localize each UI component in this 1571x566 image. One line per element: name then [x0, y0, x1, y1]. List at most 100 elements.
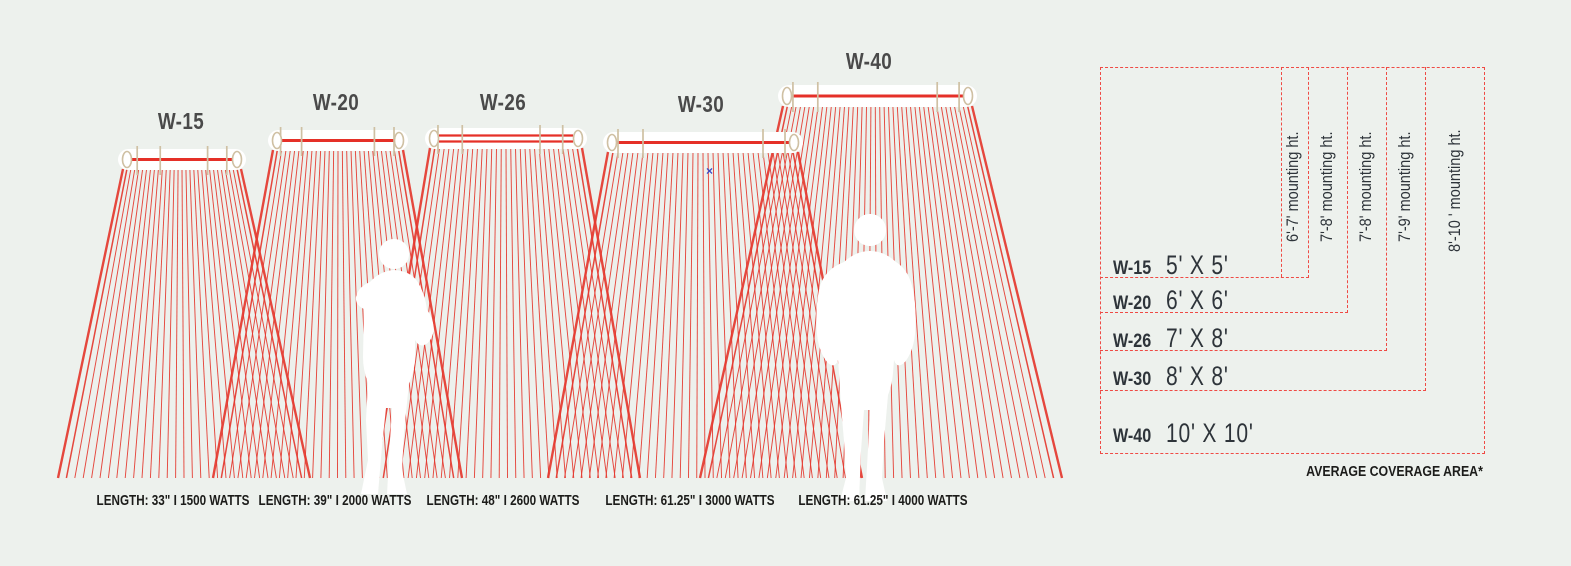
model-title-text: W-40	[845, 48, 893, 74]
end-cap	[231, 150, 243, 169]
coverage-model-code: W-15	[1113, 258, 1152, 279]
coverage-footnote: AVERAGE COVERAGE AREA*	[1306, 464, 1483, 480]
heater-bars	[118, 82, 977, 175]
heat-ray	[189, 168, 202, 479]
heat-ray	[777, 151, 830, 479]
heat-ray	[158, 168, 171, 479]
spec-label-W-30: LENGTH: 61.25" I 3000 WATTS	[582, 492, 799, 509]
coverage-area-value: 6' X 6'	[1166, 285, 1229, 315]
heat-fan-W-15	[56, 168, 312, 479]
heat-ray	[548, 147, 583, 479]
heat-ray	[239, 168, 312, 479]
model-title-W-26: W-26	[475, 89, 532, 116]
heat-ray	[505, 147, 508, 479]
heat-ray	[457, 147, 478, 479]
heat-ray	[724, 105, 797, 479]
heat-ray	[205, 168, 235, 479]
heat-ray	[782, 151, 838, 479]
heat-ray	[792, 105, 832, 479]
heat-ray	[346, 149, 355, 479]
spec-label-W-20: LENGTH: 39" I 2000 WATTS	[237, 492, 433, 509]
heat-ray	[742, 151, 772, 479]
person-silhouette-small	[355, 239, 434, 494]
heat-ray	[529, 147, 550, 479]
end-cap	[788, 133, 800, 152]
heat-ray	[733, 105, 802, 479]
heat-ray	[133, 168, 159, 479]
spec-label-text: LENGTH: 61.25" I 3000 WATTS	[605, 492, 775, 509]
heat-ray	[613, 151, 649, 479]
mounting-height-text: 8'-10 ' mounting ht.	[1446, 129, 1464, 252]
model-title-text: W-15	[157, 108, 205, 134]
heat-ray	[303, 149, 322, 479]
heat-ray	[465, 147, 483, 479]
heat-ray	[295, 149, 317, 479]
spec-label-W-26: LENGTH: 48" I 2600 WATTS	[405, 492, 601, 509]
heat-ray	[901, 105, 928, 479]
heat-ray	[654, 151, 674, 479]
heat-ray	[91, 168, 140, 479]
heater-housing	[425, 128, 587, 149]
end-cap	[121, 150, 133, 169]
coverage-row-W-40: W-40 10' X 10'	[1113, 418, 1278, 449]
heat-ray	[741, 105, 806, 479]
heat-ray	[588, 151, 634, 479]
heat-ray	[696, 151, 699, 479]
heat-ray	[99, 168, 144, 479]
heat-ray	[236, 168, 303, 479]
heat-ray	[543, 147, 575, 479]
heat-ray	[220, 168, 269, 479]
end-cap	[428, 129, 440, 148]
heat-ray	[750, 105, 810, 479]
heat-ray	[185, 168, 193, 479]
heat-ray	[707, 105, 789, 479]
end-cap	[393, 131, 405, 150]
heat-ray	[320, 149, 330, 479]
coverage-box-W-15	[1100, 67, 1309, 278]
spec-label-text: LENGTH: 39" I 2000 WATTS	[258, 492, 412, 509]
heat-ray	[262, 149, 300, 479]
heat-ray	[245, 149, 291, 479]
heat-ray	[473, 147, 488, 479]
heat-ray	[949, 105, 1021, 479]
heat-ray	[923, 105, 970, 479]
heater-bar-W-26	[425, 125, 587, 154]
coverage-model-code: W-26	[1113, 331, 1152, 352]
heat-ray	[621, 151, 654, 479]
heat-ray	[630, 151, 659, 479]
heater-bar-W-20	[268, 127, 408, 156]
heat-ray	[914, 105, 954, 479]
heat-ray	[56, 168, 125, 479]
spec-label-W-40: LENGTH: 61.25" I 4000 WATTS	[775, 492, 992, 509]
heat-ray	[490, 147, 497, 479]
heat-ray	[958, 105, 1038, 479]
heat-ray	[82, 168, 136, 479]
coverage-box-W-26	[1100, 67, 1387, 351]
heat-ray	[572, 151, 624, 479]
coverage-box-W-40	[1100, 67, 1485, 454]
heat-ray	[909, 105, 945, 479]
coverage-model-code: W-40	[1113, 426, 1152, 447]
heat-ray	[149, 168, 167, 479]
heat-ray	[107, 168, 148, 479]
heat-ray	[498, 147, 502, 479]
coverage-row-W-15: W-15 5' X 5'	[1113, 250, 1246, 281]
heat-ray	[555, 151, 614, 479]
heat-ray	[209, 168, 244, 479]
coverage-box-W-30	[1100, 67, 1426, 391]
coverage-area-value: 5' X 5'	[1166, 250, 1229, 280]
cursor-x-marker: ×	[706, 164, 714, 178]
heat-ray	[228, 168, 286, 479]
heat-ray	[687, 151, 694, 479]
heat-ray	[752, 151, 789, 479]
heater-bar-W-30	[603, 129, 803, 158]
mounting-height-label-W-40: 8'-10 ' mounting ht.	[1446, 113, 1465, 252]
heat-ray	[65, 168, 128, 479]
end-cap	[271, 131, 283, 150]
heat-ray	[800, 105, 837, 479]
model-title-W-15: W-15	[153, 108, 210, 135]
coverage-row-W-26: W-26 7' X 8'	[1113, 323, 1246, 354]
end-cap	[962, 86, 974, 106]
heat-ray	[927, 105, 979, 479]
